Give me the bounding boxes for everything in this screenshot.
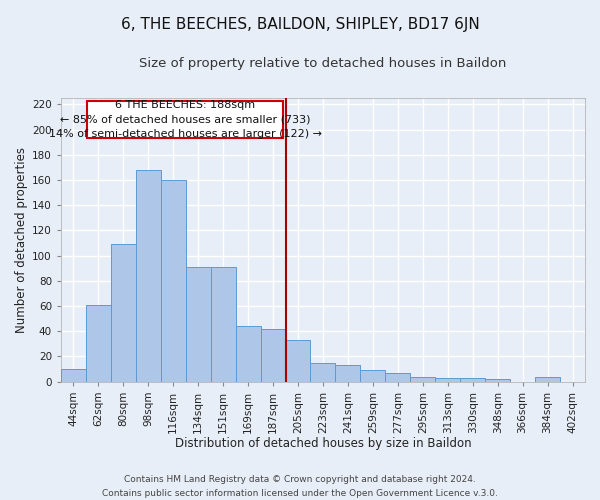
Bar — [535, 376, 560, 382]
Bar — [87, 100, 283, 138]
Bar — [186, 267, 211, 382]
Bar — [236, 326, 260, 382]
Bar — [310, 363, 335, 382]
Bar — [435, 378, 460, 382]
Bar — [211, 267, 236, 382]
Bar — [260, 328, 286, 382]
Bar — [460, 378, 485, 382]
Y-axis label: Number of detached properties: Number of detached properties — [15, 147, 28, 333]
Bar — [136, 170, 161, 382]
Bar — [111, 244, 136, 382]
Title: Size of property relative to detached houses in Baildon: Size of property relative to detached ho… — [139, 58, 506, 70]
Bar — [86, 305, 111, 382]
X-axis label: Distribution of detached houses by size in Baildon: Distribution of detached houses by size … — [175, 437, 471, 450]
Bar — [61, 369, 86, 382]
Bar — [286, 340, 310, 382]
Bar — [161, 180, 186, 382]
Text: Contains HM Land Registry data © Crown copyright and database right 2024.
Contai: Contains HM Land Registry data © Crown c… — [102, 476, 498, 498]
Bar — [485, 379, 510, 382]
Bar — [410, 376, 435, 382]
Bar — [385, 373, 410, 382]
Text: 6 THE BEECHES: 188sqm
← 85% of detached houses are smaller (733)
14% of semi-det: 6 THE BEECHES: 188sqm ← 85% of detached … — [49, 100, 322, 140]
Text: 6, THE BEECHES, BAILDON, SHIPLEY, BD17 6JN: 6, THE BEECHES, BAILDON, SHIPLEY, BD17 6… — [121, 18, 479, 32]
Bar — [335, 366, 361, 382]
Bar — [361, 370, 385, 382]
